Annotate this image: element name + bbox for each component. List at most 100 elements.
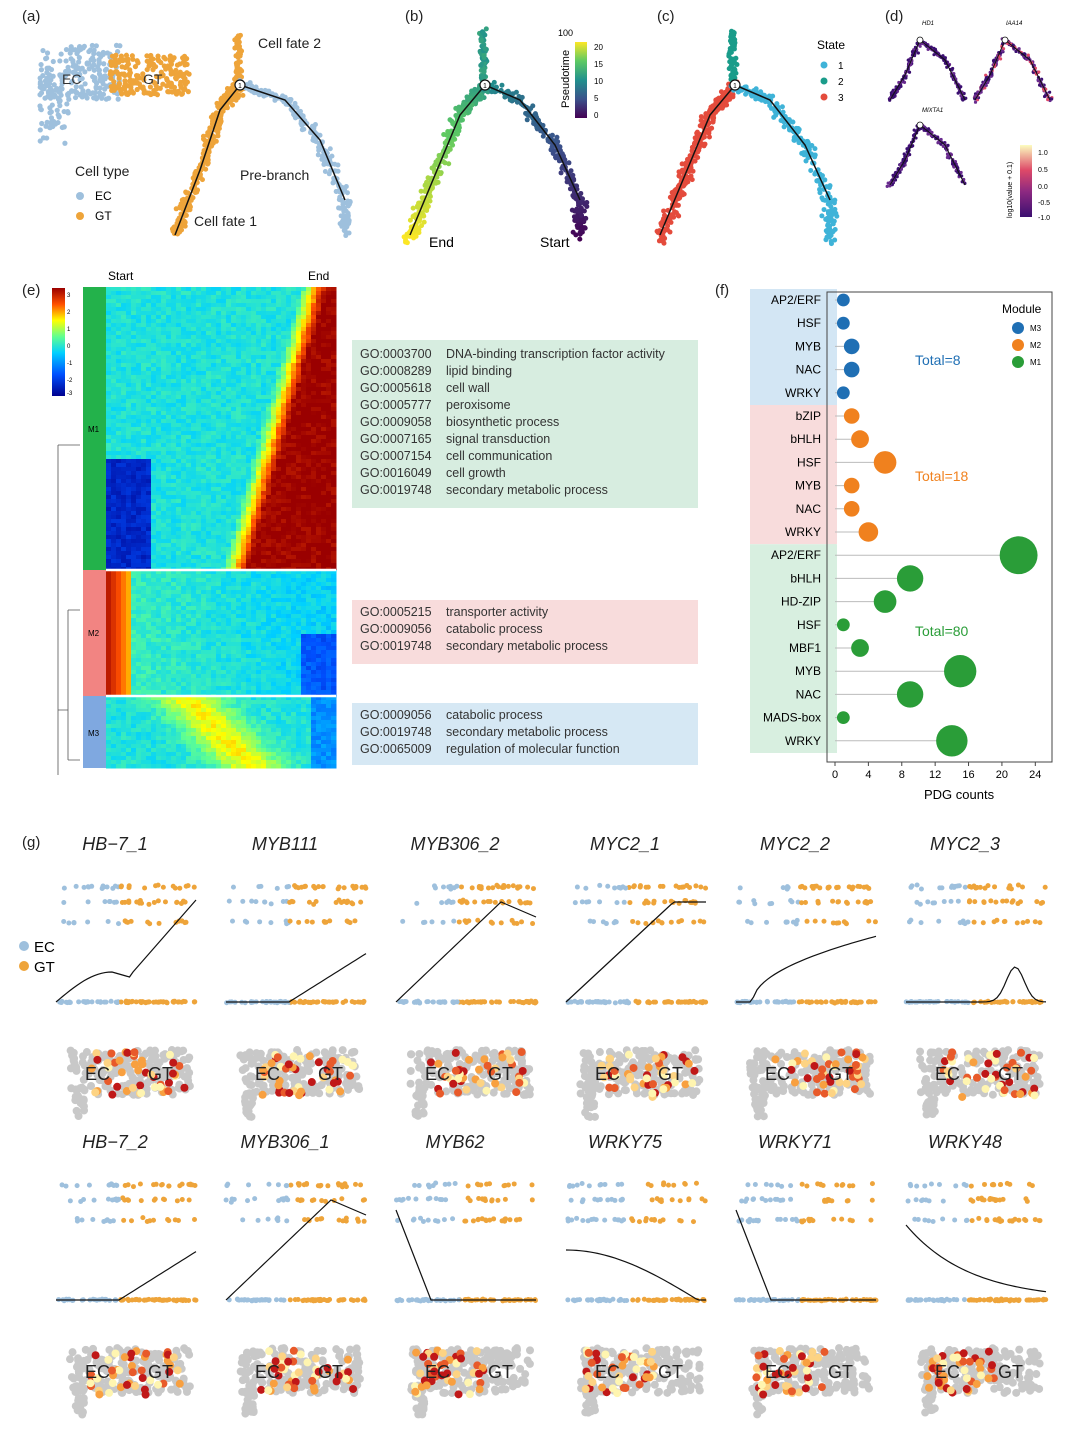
heatmap-cell xyxy=(196,291,202,296)
heatmap-cell xyxy=(231,371,237,376)
heatmap-cell xyxy=(106,327,112,332)
trajectory-point xyxy=(218,113,224,119)
heatmap-cell xyxy=(176,347,182,352)
expression-point xyxy=(1000,49,1005,53)
expression-point xyxy=(926,47,930,52)
heatmap-cell xyxy=(266,419,272,424)
heatmap-cell xyxy=(131,383,137,388)
heatmap-cell xyxy=(186,407,192,412)
heatmap-cell xyxy=(211,395,217,400)
panel-b-figure: 1 End Start 100 20 15 10 5 0 Pseudotime xyxy=(401,26,603,250)
heatmap-cell xyxy=(121,323,127,328)
heatmap-cell xyxy=(221,399,227,404)
heatmap-cell xyxy=(181,395,187,400)
heatmap-cell xyxy=(131,427,137,432)
heatmap-cell xyxy=(186,319,192,324)
heatmap-cell xyxy=(266,323,272,328)
heatmap-cell xyxy=(121,363,127,368)
heatmap-cell xyxy=(291,391,297,396)
label-end: End xyxy=(429,234,454,250)
trajectory-point xyxy=(427,198,433,204)
heatmap-cell xyxy=(326,303,332,308)
heatmap-cell xyxy=(111,319,117,324)
heatmap-cell xyxy=(321,431,327,436)
heatmap-cell xyxy=(216,379,222,384)
heatmap-cell xyxy=(131,359,137,364)
heatmap-cell xyxy=(156,323,162,328)
heatmap-cell xyxy=(286,395,292,400)
heatmap-cell xyxy=(326,347,332,352)
heatmap-cell xyxy=(166,375,172,380)
heatmap-cell xyxy=(326,375,332,380)
heatmap-cell xyxy=(186,399,192,404)
heatmap-cell xyxy=(166,327,172,332)
heatmap-cell xyxy=(216,403,222,408)
heatmap-cell xyxy=(291,343,297,348)
heatmap-cell xyxy=(216,375,222,380)
heatmap-cell xyxy=(321,423,327,428)
heatmap-cell xyxy=(311,355,317,360)
heatmap-cell xyxy=(301,327,307,332)
heatmap-cell xyxy=(226,331,232,336)
heatmap-cell xyxy=(126,403,132,408)
trajectory-point xyxy=(570,229,576,235)
heatmap-cell xyxy=(281,387,287,392)
heatmap-cell xyxy=(216,355,222,360)
heatmap-cell xyxy=(206,307,212,312)
heatmap-cell xyxy=(126,371,132,376)
heatmap-cell xyxy=(176,295,182,300)
heatmap-cell xyxy=(296,303,302,308)
heatmap-cell xyxy=(276,431,282,436)
trajectory-point xyxy=(436,152,442,158)
heatmap-cell xyxy=(236,303,242,308)
heatmap-cell xyxy=(111,407,117,412)
trajectory-point xyxy=(213,138,219,144)
heatmap-cell xyxy=(281,431,287,436)
heatmap-cell xyxy=(146,291,152,296)
heatmap-cell xyxy=(281,395,287,400)
trajectory-point xyxy=(480,74,486,80)
heatmap-cell xyxy=(281,415,287,420)
heatmap-cell xyxy=(281,319,287,324)
heatmap-cell xyxy=(151,323,157,328)
heatmap-cell xyxy=(281,399,287,404)
heatmap-cell xyxy=(261,415,267,420)
heatmap-cell xyxy=(126,295,132,300)
heatmap-cell xyxy=(126,435,132,440)
heatmap-cell xyxy=(206,395,212,400)
heatmap-cell xyxy=(276,287,282,292)
expression-point xyxy=(932,53,936,57)
heatmap-cell xyxy=(131,407,137,412)
heatmap-cell xyxy=(316,315,322,320)
trajectory-point xyxy=(773,110,779,116)
heatmap-cell xyxy=(326,311,332,316)
heatmap-cell xyxy=(206,387,212,392)
umap-point xyxy=(152,80,158,86)
heatmap-cell xyxy=(251,367,257,372)
heatmap-cell xyxy=(146,359,152,364)
heatmap-cell xyxy=(311,295,317,300)
heatmap-cell xyxy=(301,331,307,336)
heatmap-cell xyxy=(276,435,282,440)
heatmap-cell xyxy=(296,387,302,392)
trajectory-point xyxy=(412,227,418,233)
trajectory-point xyxy=(510,91,516,97)
heatmap-cell xyxy=(201,431,207,436)
heatmap-cell xyxy=(111,343,117,348)
trajectory-point xyxy=(340,222,346,228)
heatmap-cell xyxy=(276,391,282,396)
heatmap-cell xyxy=(176,339,182,344)
heatmap-cell xyxy=(256,343,262,348)
heatmap-cell xyxy=(236,351,242,356)
umap-point xyxy=(48,115,55,121)
heatmap-cell xyxy=(181,331,187,336)
heatmap-cell xyxy=(171,415,177,420)
heatmap-cell xyxy=(311,387,317,392)
heatmap-cell xyxy=(286,431,292,436)
heatmap-cell xyxy=(126,411,132,416)
heatmap-cell xyxy=(316,423,322,428)
umap-point xyxy=(133,80,139,86)
heatmap-cell xyxy=(211,315,217,320)
heatmap-cell xyxy=(206,351,212,356)
heatmap-cell xyxy=(266,319,272,324)
